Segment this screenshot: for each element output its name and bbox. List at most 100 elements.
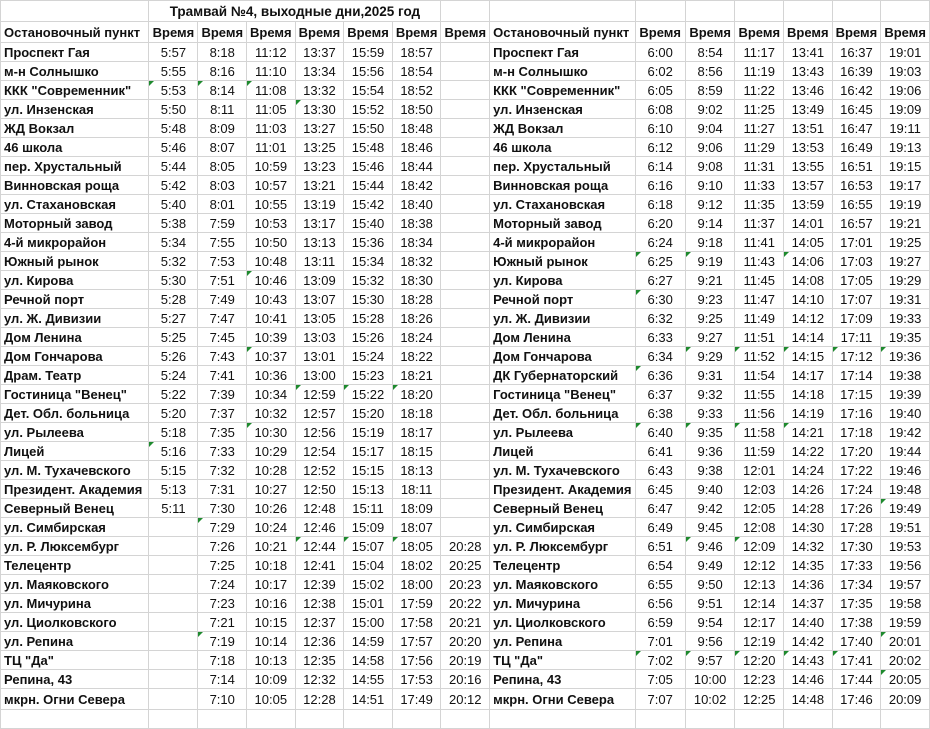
time-cell[interactable]: 10:09 xyxy=(246,669,296,689)
time-cell[interactable]: 18:28 xyxy=(391,289,442,309)
time-cell[interactable]: 14:12 xyxy=(783,308,833,328)
time-cell[interactable]: 9:18 xyxy=(684,232,736,252)
time-cell[interactable]: 20:12 xyxy=(440,688,491,710)
time-cell[interactable]: 13:05 xyxy=(294,308,345,328)
cell[interactable] xyxy=(831,709,882,729)
time-cell[interactable]: 12:35 xyxy=(294,650,345,670)
stop-name[interactable]: ул. Репина xyxy=(489,631,636,651)
time-cell[interactable]: 6:12 xyxy=(634,137,686,157)
time-cell[interactable]: 12:50 xyxy=(294,479,345,499)
stop-name[interactable]: ул. Маяковского xyxy=(0,574,150,594)
time-cell[interactable]: 13:27 xyxy=(294,118,345,138)
time-cell[interactable]: 10:16 xyxy=(246,593,296,613)
time-cell[interactable]: 13:11 xyxy=(294,251,345,271)
time-cell[interactable]: 19:29 xyxy=(880,270,930,290)
stop-name[interactable]: Репина, 43 xyxy=(489,669,636,689)
time-cell[interactable]: 5:40 xyxy=(148,194,199,214)
stop-name[interactable]: Винновская роща xyxy=(489,175,636,195)
stop-name[interactable]: Винновская роща xyxy=(0,175,150,195)
time-cell[interactable] xyxy=(148,688,199,710)
time-cell[interactable]: 9:02 xyxy=(684,99,736,119)
time-cell[interactable]: 7:59 xyxy=(197,213,248,233)
time-cell[interactable]: 9:38 xyxy=(684,460,736,480)
time-cell[interactable]: 13:51 xyxy=(783,118,833,138)
time-cell[interactable]: 17:53 xyxy=(391,669,442,689)
time-cell[interactable]: 13:49 xyxy=(783,99,833,119)
time-cell[interactable]: 15:15 xyxy=(343,460,393,480)
time-cell[interactable]: 8:16 xyxy=(197,61,248,81)
cell[interactable] xyxy=(343,709,393,729)
time-cell[interactable]: 13:21 xyxy=(294,175,345,195)
time-cell[interactable]: 5:27 xyxy=(148,308,199,328)
time-cell[interactable]: 7:55 xyxy=(197,232,248,252)
time-cell[interactable]: 6:14 xyxy=(634,156,686,176)
header-time[interactable]: Время xyxy=(783,21,833,43)
time-cell[interactable]: 12:54 xyxy=(294,441,345,461)
time-cell[interactable]: 14:18 xyxy=(783,384,833,404)
time-cell[interactable]: 17:57 xyxy=(391,631,442,651)
time-cell[interactable]: 10:21 xyxy=(246,536,296,556)
time-cell[interactable]: 9:04 xyxy=(684,118,736,138)
time-cell[interactable]: 20:02 xyxy=(880,650,930,670)
time-cell[interactable]: 5:25 xyxy=(148,327,199,347)
stop-name[interactable]: ул. Циолковского xyxy=(0,612,150,632)
time-cell[interactable]: 15:44 xyxy=(343,175,393,195)
stop-name[interactable]: ул. Репина xyxy=(0,631,150,651)
time-cell[interactable]: 18:38 xyxy=(391,213,442,233)
time-cell[interactable]: 12:46 xyxy=(294,517,345,537)
stop-name[interactable]: 4-й микрорайон xyxy=(0,232,150,252)
time-cell[interactable]: 7:33 xyxy=(197,441,248,461)
time-cell[interactable]: 16:51 xyxy=(831,156,882,176)
time-cell[interactable]: 19:15 xyxy=(880,156,930,176)
time-cell[interactable]: 5:18 xyxy=(148,422,199,442)
time-cell[interactable]: 20:19 xyxy=(440,650,491,670)
time-cell[interactable]: 9:06 xyxy=(684,137,736,157)
time-cell[interactable]: 9:12 xyxy=(684,194,736,214)
time-cell[interactable]: 19:38 xyxy=(880,365,930,385)
stop-name[interactable]: ул. Стахановская xyxy=(489,194,636,214)
time-cell[interactable]: 14:32 xyxy=(783,536,833,556)
time-cell[interactable]: 19:01 xyxy=(880,42,930,62)
time-cell[interactable]: 8:54 xyxy=(684,42,736,62)
time-cell[interactable]: 9:08 xyxy=(684,156,736,176)
time-cell[interactable]: 8:07 xyxy=(197,137,248,157)
time-cell[interactable]: 19:13 xyxy=(880,137,930,157)
stop-name[interactable]: Дом Ленина xyxy=(0,327,150,347)
time-cell[interactable]: 5:55 xyxy=(148,61,199,81)
time-cell[interactable]: 9:32 xyxy=(684,384,736,404)
time-cell[interactable]: 19:58 xyxy=(880,593,930,613)
stop-name[interactable]: Дом Гончарова xyxy=(489,346,636,366)
time-cell[interactable]: 15:02 xyxy=(343,574,393,594)
time-cell[interactable]: 6:20 xyxy=(634,213,686,233)
time-cell[interactable]: 20:25 xyxy=(440,555,491,575)
time-cell[interactable]: 17:30 xyxy=(831,536,882,556)
time-cell[interactable]: 9:50 xyxy=(684,574,736,594)
cell[interactable] xyxy=(246,709,296,729)
cell[interactable] xyxy=(634,0,686,22)
time-cell[interactable]: 9:10 xyxy=(684,175,736,195)
time-cell[interactable]: 18:32 xyxy=(391,251,442,271)
stop-name[interactable]: Телецентр xyxy=(0,555,150,575)
time-cell[interactable]: 15:17 xyxy=(343,441,393,461)
time-cell[interactable]: 13:07 xyxy=(294,289,345,309)
time-cell[interactable]: 16:47 xyxy=(831,118,882,138)
time-cell[interactable]: 19:59 xyxy=(880,612,930,632)
time-cell[interactable]: 5:46 xyxy=(148,137,199,157)
stop-name[interactable]: ул. Симбирская xyxy=(0,517,150,537)
time-cell[interactable]: 12:52 xyxy=(294,460,345,480)
time-cell[interactable]: 5:11 xyxy=(148,498,199,518)
time-cell[interactable]: 5:22 xyxy=(148,384,199,404)
time-cell[interactable]: 14:05 xyxy=(783,232,833,252)
time-cell[interactable]: 7:21 xyxy=(197,612,248,632)
time-cell[interactable]: 6:32 xyxy=(634,308,686,328)
time-cell[interactable]: 5:48 xyxy=(148,118,199,138)
time-cell[interactable] xyxy=(440,118,491,138)
time-cell[interactable]: 18:00 xyxy=(391,574,442,594)
cell[interactable] xyxy=(734,709,785,729)
time-cell[interactable]: 5:57 xyxy=(148,42,199,62)
time-cell[interactable]: 7:53 xyxy=(197,251,248,271)
time-cell[interactable]: 10:34 xyxy=(246,384,296,404)
time-cell[interactable]: 20:23 xyxy=(440,574,491,594)
time-cell[interactable]: 8:14 xyxy=(197,80,248,100)
time-cell[interactable]: 15:54 xyxy=(343,80,393,100)
